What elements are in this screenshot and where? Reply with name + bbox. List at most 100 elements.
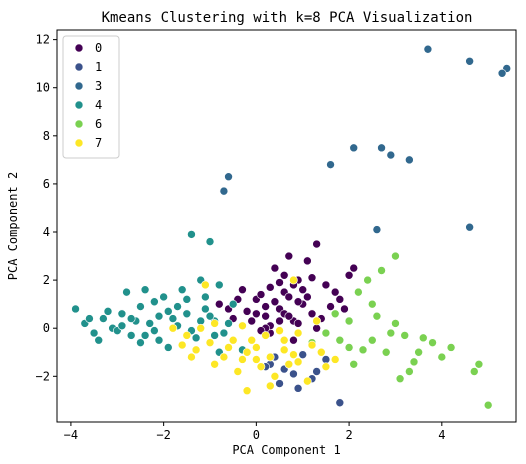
- x-tick-label: 4: [438, 428, 445, 442]
- data-point-cluster-7: [293, 328, 303, 338]
- data-point-cluster-4: [154, 311, 164, 321]
- data-point-cluster-7: [228, 335, 238, 345]
- data-point-cluster-1: [293, 384, 303, 393]
- legend-marker-1: [74, 62, 84, 72]
- data-point-cluster-6: [428, 338, 437, 347]
- data-point-cluster-3: [372, 225, 382, 234]
- data-point-cluster-0: [275, 316, 284, 326]
- data-point-cluster-7: [191, 345, 201, 355]
- data-point-cluster-1: [335, 398, 345, 408]
- data-point-cluster-7: [210, 319, 219, 328]
- data-point-cluster-7: [177, 340, 187, 350]
- data-point-cluster-6: [414, 347, 423, 357]
- data-point-cluster-7: [252, 343, 261, 352]
- data-point-cluster-4: [210, 331, 219, 340]
- data-point-cluster-7: [261, 331, 270, 340]
- data-point-cluster-4: [126, 314, 136, 323]
- data-point-cluster-6: [367, 335, 377, 345]
- legend-box: [62, 35, 120, 159]
- data-point-cluster-0: [270, 297, 280, 307]
- data-point-cluster-7: [182, 331, 192, 340]
- data-point-cluster-0: [321, 280, 331, 290]
- data-point-cluster-0: [261, 311, 270, 321]
- y-tick-label: 12: [36, 33, 50, 47]
- data-point-cluster-7: [256, 362, 266, 371]
- data-point-cluster-4: [103, 307, 113, 316]
- data-point-cluster-0: [284, 311, 294, 321]
- legend: 0 1 3 4 6 7: [62, 35, 120, 159]
- y-tick-label: −2: [36, 369, 50, 383]
- data-point-cluster-6: [386, 328, 396, 338]
- data-point-cluster-0: [238, 285, 247, 295]
- data-points: [71, 44, 512, 410]
- data-point-cluster-4: [201, 304, 210, 314]
- data-point-cluster-0: [247, 316, 257, 326]
- data-point-cluster-6: [344, 316, 354, 326]
- data-point-cluster-7: [238, 321, 247, 331]
- data-point-cluster-6: [391, 319, 400, 328]
- x-axis: −4 −2 0 2 4: [64, 422, 445, 442]
- data-point-cluster-7: [303, 376, 312, 386]
- data-point-cluster-0: [303, 256, 312, 266]
- data-point-cluster-4: [214, 280, 224, 290]
- data-point-cluster-4: [163, 343, 173, 352]
- data-point-cluster-1: [289, 369, 298, 379]
- data-point-cluster-4: [117, 309, 127, 319]
- data-point-cluster-3: [377, 143, 386, 153]
- x-axis-label: PCA Component 1: [232, 443, 340, 457]
- legend-marker-0: [74, 43, 84, 53]
- data-point-cluster-4: [173, 302, 182, 311]
- y-tick-label: 8: [43, 129, 50, 143]
- data-point-cluster-6: [344, 343, 354, 352]
- data-point-cluster-4: [159, 292, 168, 302]
- data-point-cluster-0: [265, 283, 275, 292]
- data-point-cluster-1: [312, 367, 321, 376]
- data-point-cluster-7: [233, 367, 243, 376]
- data-point-cluster-0: [307, 309, 317, 319]
- data-point-cluster-3: [465, 56, 474, 66]
- data-point-cluster-7: [275, 326, 284, 335]
- data-point-cluster-0: [256, 290, 266, 299]
- data-point-cluster-7: [279, 345, 289, 355]
- data-point-cluster-3: [224, 172, 233, 181]
- x-tick-label: 0: [253, 428, 260, 442]
- data-point-cluster-4: [136, 338, 145, 347]
- data-point-cluster-0: [284, 251, 294, 261]
- data-point-cluster-7: [321, 362, 331, 371]
- data-point-cluster-7: [168, 323, 178, 333]
- legend-marker-4: [74, 100, 84, 110]
- data-point-cluster-6: [474, 359, 484, 369]
- data-point-cluster-7: [265, 352, 275, 362]
- data-point-cluster-0: [289, 335, 298, 345]
- data-point-cluster-6: [377, 266, 386, 275]
- chart-title: Kmeans Clustering with k=8 PCA Visualiza…: [102, 10, 473, 26]
- data-point-cluster-4: [94, 335, 104, 345]
- legend-label-4: 4: [95, 98, 102, 112]
- data-point-cluster-6: [395, 374, 405, 384]
- data-point-cluster-6: [363, 275, 372, 285]
- data-point-cluster-7: [307, 340, 317, 350]
- y-tick-label: 10: [36, 81, 50, 95]
- data-point-cluster-7: [187, 352, 196, 362]
- data-point-cluster-6: [391, 251, 400, 261]
- data-point-cluster-0: [242, 307, 252, 316]
- data-point-cluster-4: [71, 304, 80, 314]
- data-point-cluster-4: [182, 309, 192, 319]
- data-point-cluster-4: [145, 319, 155, 328]
- data-point-cluster-7: [289, 350, 298, 359]
- data-point-cluster-7: [316, 347, 326, 357]
- legend-marker-7: [74, 138, 84, 148]
- data-point-cluster-0: [270, 263, 280, 273]
- data-point-cluster-0: [344, 271, 354, 280]
- data-point-cluster-0: [214, 299, 224, 309]
- data-point-cluster-6: [330, 309, 340, 319]
- data-point-cluster-7: [279, 335, 289, 345]
- data-point-cluster-7: [224, 343, 233, 352]
- x-tick-label: −2: [156, 428, 170, 442]
- data-point-cluster-4: [187, 230, 196, 239]
- data-point-cluster-4: [205, 311, 215, 321]
- data-point-cluster-0: [349, 263, 359, 273]
- data-point-cluster-7: [238, 355, 247, 364]
- data-point-cluster-7: [219, 352, 229, 362]
- data-point-cluster-4: [177, 285, 187, 295]
